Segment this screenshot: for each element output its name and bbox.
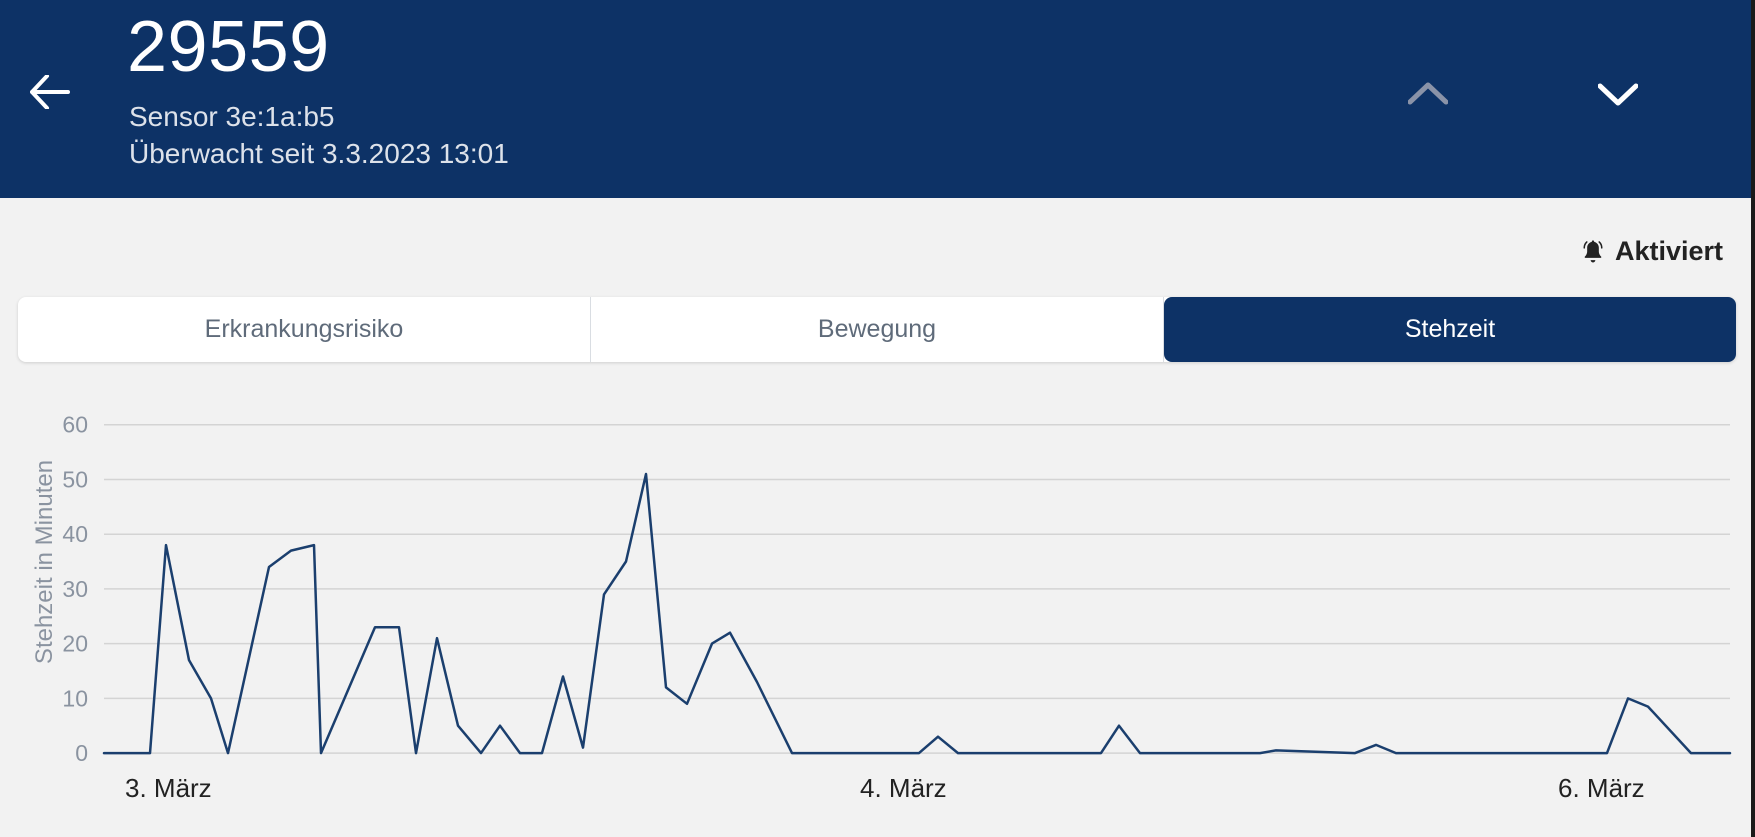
svg-text:40: 40 <box>62 521 88 547</box>
svg-text:4. März: 4. März <box>860 773 947 803</box>
svg-text:6. März: 6. März <box>1558 773 1645 803</box>
svg-text:10: 10 <box>62 685 88 711</box>
svg-text:Stehzeit in Minuten: Stehzeit in Minuten <box>31 460 58 664</box>
svg-text:3. März: 3. März <box>125 773 212 803</box>
svg-text:60: 60 <box>62 412 88 438</box>
svg-text:30: 30 <box>62 576 88 602</box>
svg-text:20: 20 <box>62 631 88 657</box>
svg-text:50: 50 <box>62 467 88 493</box>
svg-text:0: 0 <box>75 740 88 766</box>
